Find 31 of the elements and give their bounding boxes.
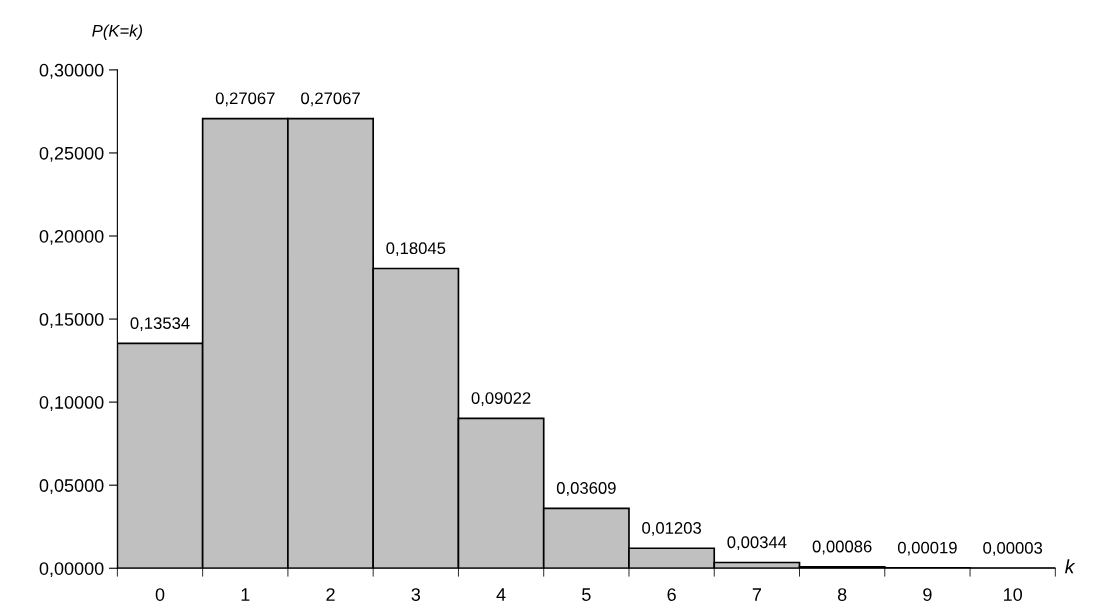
x-tick-label: 10 bbox=[1004, 588, 1023, 601]
data-label: 0,01203 bbox=[642, 522, 702, 536]
y-tick-label: 0,20000 bbox=[39, 229, 104, 245]
x-tick-label: 7 bbox=[752, 588, 761, 601]
data-label: 0,18045 bbox=[386, 242, 446, 257]
x-tick-label: 6 bbox=[667, 588, 676, 601]
data-label: 0,27067 bbox=[215, 92, 275, 107]
x-tick-label: 5 bbox=[582, 588, 591, 601]
data-label: 0,00019 bbox=[897, 541, 957, 556]
y-tick-label: 0,05000 bbox=[39, 479, 104, 495]
x-tick-label: 3 bbox=[411, 588, 421, 601]
data-label: 0,00086 bbox=[812, 540, 872, 555]
x-tick-label: 4 bbox=[496, 588, 506, 601]
data-label: 0,09022 bbox=[471, 392, 531, 406]
data-label: 0,27067 bbox=[301, 92, 360, 107]
x-tick-label: 8 bbox=[837, 588, 847, 601]
x-axis-title: k bbox=[1065, 559, 1076, 574]
x-tick-label: 0 bbox=[155, 588, 165, 601]
x-tick-label: 1 bbox=[241, 588, 250, 601]
data-label: 0,03609 bbox=[556, 482, 616, 496]
data-label: 0,00344 bbox=[727, 536, 787, 551]
x-tick-label: 2 bbox=[326, 588, 335, 601]
y-axis-title: P(K=k) bbox=[92, 24, 143, 40]
y-tick-label: 0,10000 bbox=[39, 396, 104, 411]
data-label: 0,13534 bbox=[130, 317, 190, 331]
data-label: 0,00003 bbox=[983, 541, 1043, 556]
y-tick-label: 0,15000 bbox=[39, 313, 104, 328]
x-tick-label: 9 bbox=[923, 588, 932, 601]
y-tick-label: 0,00000 bbox=[39, 562, 104, 578]
y-tick-label: 0,25000 bbox=[39, 146, 104, 162]
y-tick-label: 0,30000 bbox=[39, 63, 104, 79]
